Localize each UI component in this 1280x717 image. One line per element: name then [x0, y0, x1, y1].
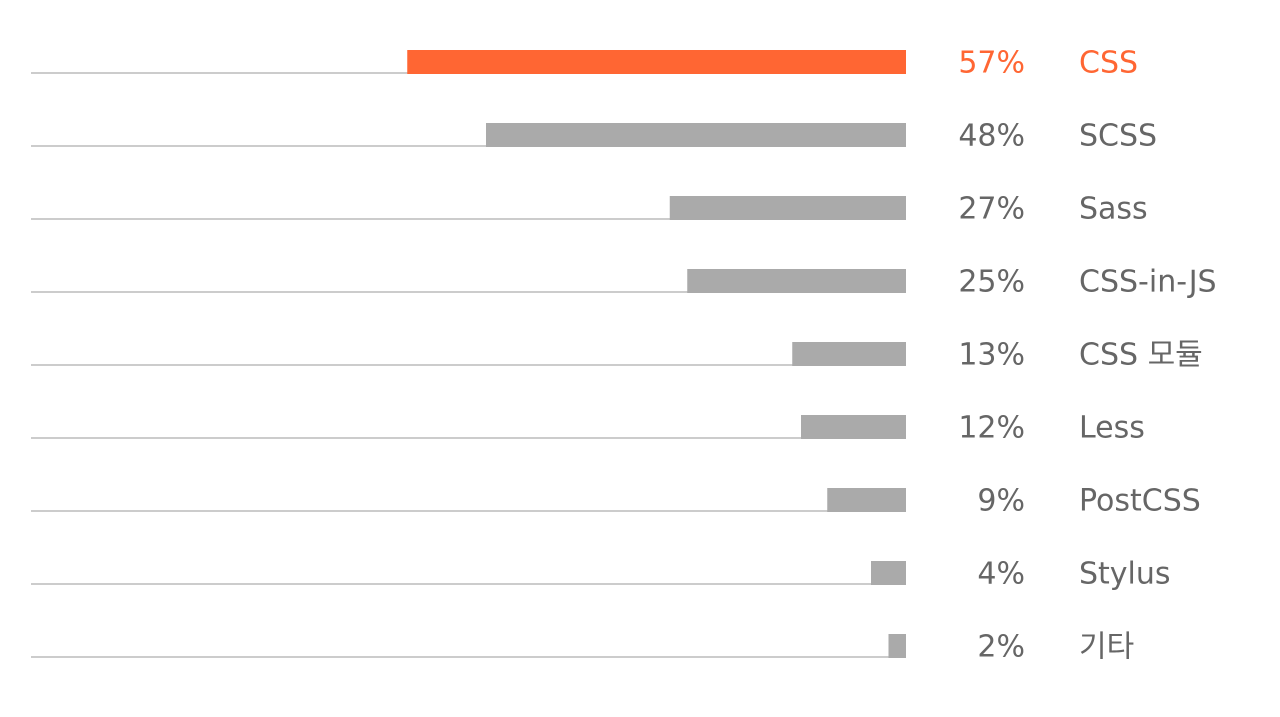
bar [888, 634, 906, 658]
bar [669, 196, 906, 220]
category-label: Less [1079, 411, 1145, 446]
category-label: Stylus [1079, 557, 1171, 592]
category-label: CSS 모듈 [1079, 338, 1203, 373]
value-label: 13% [958, 338, 1025, 373]
bar [827, 488, 906, 512]
category-label: Sass [1079, 192, 1148, 227]
category-label: SCSS [1079, 119, 1157, 154]
bar [407, 50, 906, 74]
value-label: 27% [958, 192, 1025, 227]
value-label: 57% [958, 46, 1025, 81]
bar [871, 561, 906, 585]
value-label: 25% [958, 265, 1025, 300]
category-label: 기타 [1079, 630, 1134, 665]
value-label: 9% [977, 484, 1025, 519]
category-label: CSS-in-JS [1079, 265, 1217, 300]
bar [801, 415, 906, 439]
bar [687, 269, 906, 293]
value-label: 2% [977, 630, 1025, 665]
bar [486, 123, 906, 147]
bar [792, 342, 906, 366]
category-label: PostCSS [1079, 484, 1201, 519]
value-label: 48% [958, 119, 1025, 154]
value-label: 4% [977, 557, 1025, 592]
category-label: CSS [1079, 46, 1138, 81]
value-label: 12% [958, 411, 1025, 446]
